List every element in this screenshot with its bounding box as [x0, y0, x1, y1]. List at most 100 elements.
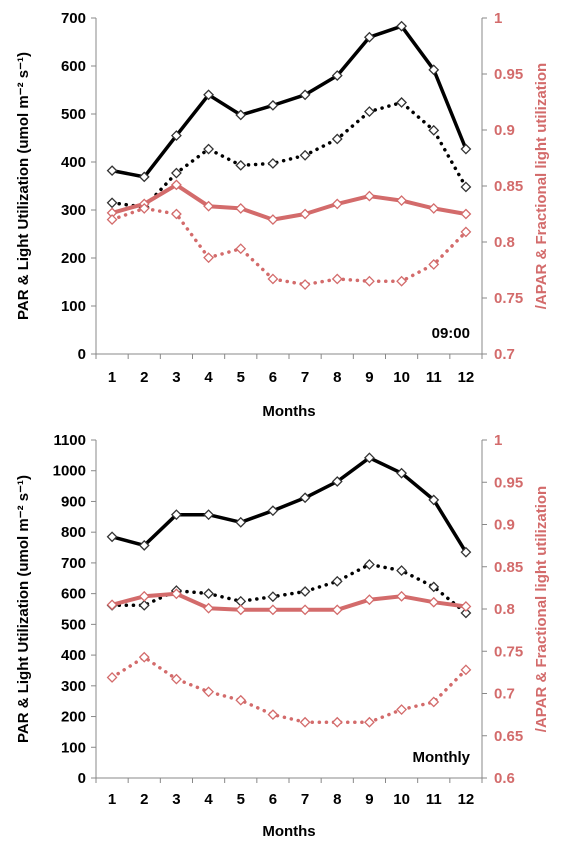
series-4-point [106, 214, 118, 226]
series-3-point [460, 601, 472, 612]
series-2-point [267, 591, 279, 603]
x-tick-label: 11 [426, 369, 442, 386]
series-1-point [363, 31, 375, 43]
series-2-point [203, 143, 215, 155]
series-3-point [363, 190, 375, 202]
x-axis-label: Months [262, 823, 315, 840]
series-3-point [299, 208, 311, 220]
series-1-point [138, 539, 150, 551]
x-tick-label: 2 [140, 791, 148, 808]
series-1-point [235, 109, 247, 121]
left-axis-label: PAR & Light Utilization (umol m⁻² s⁻¹) [15, 475, 32, 743]
left-tick-label: 600 [61, 58, 86, 75]
series-2-point [106, 197, 118, 209]
left-tick-label: 400 [61, 154, 86, 171]
x-tick-label: 3 [172, 791, 180, 808]
left-tick-label: 500 [61, 616, 86, 633]
x-tick-label: 2 [140, 369, 148, 386]
left-tick-label: 300 [61, 202, 86, 219]
right-tick-label: 0.75 [494, 643, 523, 660]
chart-panel-1: 0 100 200 300 400 500 600 700 0.7 0.75 0.8 0.85 0.9 0… [15, 10, 550, 420]
series-2-point [428, 124, 440, 136]
series-2-point [363, 106, 375, 118]
series-3-point [106, 599, 118, 611]
left-tick-label: 1100 [53, 432, 86, 449]
series-2-point [331, 575, 343, 587]
series-1-point [203, 509, 215, 521]
x-tick-label: 9 [365, 369, 373, 386]
series-4-point [331, 273, 343, 285]
series-1-point [363, 452, 375, 464]
x-tick-label: 12 [458, 369, 475, 386]
right-tick-label: 1 [494, 10, 502, 27]
series-3-point [428, 596, 440, 608]
series-2-point [460, 181, 472, 193]
left-tick-label: 100 [61, 739, 86, 756]
right-tick-label: 0.9 [494, 517, 515, 534]
series-2-point [331, 133, 343, 145]
series-1-point [299, 492, 311, 504]
series-2-point [460, 607, 472, 619]
series-1-point [170, 509, 182, 521]
series-line-3 [110, 182, 468, 222]
series-line-1 [110, 24, 468, 179]
x-tick-label: 4 [204, 791, 213, 808]
series-1-point [203, 89, 215, 101]
right-tick-label: 0.75 [494, 290, 523, 307]
series-2-point [396, 565, 408, 577]
series-3-point [170, 588, 182, 600]
series-4-point [235, 243, 247, 255]
series-line-4 [110, 655, 468, 724]
series-4-point [267, 709, 279, 721]
right-tick-label: 0.85 [494, 178, 523, 195]
series-3-point [267, 214, 279, 226]
x-axis-label: Months [262, 403, 315, 420]
series-line-1 [110, 456, 468, 554]
series-4-point [363, 275, 375, 287]
series-1-point [428, 494, 440, 506]
series-3-point [331, 198, 343, 210]
series-3-point [235, 604, 247, 616]
panel-annotation: Monthly [413, 749, 471, 766]
left-tick-label: 200 [61, 709, 86, 726]
right-tick-label: 0.7 [494, 346, 515, 363]
x-tick-label: 5 [237, 791, 245, 808]
series-line-2 [110, 562, 468, 615]
series-1-point [138, 171, 150, 183]
series-2-point [170, 167, 182, 179]
left-tick-label: 0 [78, 770, 86, 787]
left-tick-label: 200 [61, 250, 86, 267]
right-tick-label: 0.8 [494, 234, 515, 251]
left-tick-label: 1000 [53, 463, 86, 480]
series-4-point [170, 208, 182, 220]
series-4-point [203, 686, 215, 698]
series-2-point [203, 588, 215, 600]
series-line-2 [110, 100, 468, 209]
series-3-point [170, 179, 182, 191]
x-tick-label: 12 [458, 791, 475, 808]
x-tick-label: 11 [426, 791, 442, 808]
left-tick-label: 700 [61, 555, 86, 572]
right-tick-label: 0.7 [494, 686, 515, 703]
series-3-point [267, 604, 279, 616]
left-tick-label: 300 [61, 678, 86, 695]
series-1-point [331, 476, 343, 487]
series-3-point [396, 195, 408, 206]
right-tick-label: 0.8 [494, 601, 515, 618]
left-tick-label: 400 [61, 647, 86, 664]
series-3-point [331, 604, 343, 616]
left-tick-label: 900 [61, 493, 86, 510]
left-tick-label: 600 [61, 586, 86, 603]
series-3-point [138, 590, 150, 602]
x-tick-label: 8 [333, 791, 341, 808]
series-4-point [428, 696, 440, 708]
x-tick-label: 5 [237, 369, 245, 386]
chart-panel-2: 0 100 200 300 400 500 600 700 800 900 1000 1100 0.6 0… [15, 432, 550, 840]
series-2-point [235, 159, 247, 171]
series-4-point [396, 275, 408, 287]
series-3-point [460, 208, 472, 220]
series-2-point [299, 149, 311, 161]
series-4-point [267, 273, 279, 285]
